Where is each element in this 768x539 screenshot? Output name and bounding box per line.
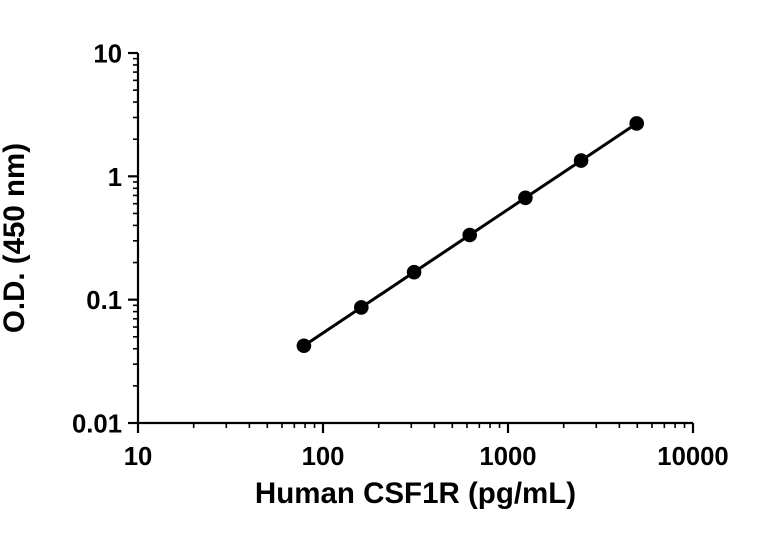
svg-text:10: 10 [124,443,153,471]
svg-text:1000: 1000 [479,443,536,471]
svg-text:100: 100 [302,443,345,471]
svg-text:10000: 10000 [657,443,728,471]
svg-text:1: 1 [108,164,122,192]
svg-text:O.D. (450 nm): O.D. (450 nm) [0,143,31,333]
svg-text:0.01: 0.01 [72,411,122,439]
svg-text:Human CSF1R (pg/mL): Human CSF1R (pg/mL) [255,477,576,510]
svg-text:10: 10 [93,41,122,69]
svg-text:0.1: 0.1 [86,287,122,315]
